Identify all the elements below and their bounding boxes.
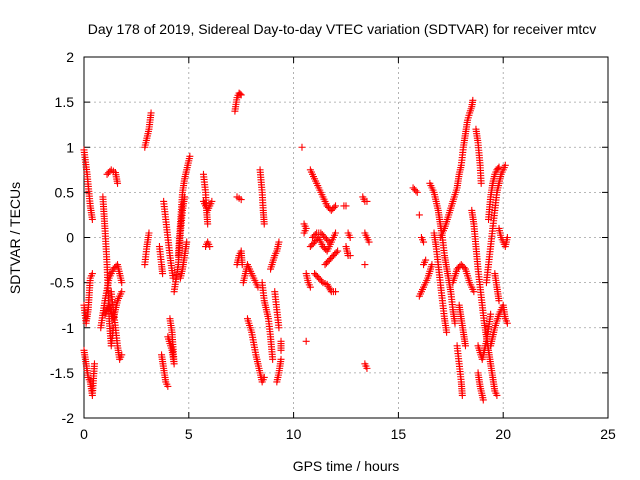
x-tick-label: 10: [286, 426, 302, 442]
data-point: [332, 249, 340, 257]
data-point: [346, 252, 354, 260]
data-point: [346, 234, 354, 241]
data-point: [277, 346, 285, 354]
data-point: [236, 90, 244, 98]
data-point: [260, 220, 268, 228]
data-point: [300, 220, 308, 228]
data-point: [118, 279, 126, 287]
data-point: [493, 391, 501, 399]
data-point: [443, 328, 451, 336]
data-point: [412, 187, 420, 195]
data-point: [451, 319, 459, 327]
data-points: [80, 89, 511, 404]
data-point: [422, 256, 430, 264]
y-tick-label: 2: [66, 49, 74, 65]
y-axis-label: SDTVAR / TECUs: [7, 182, 23, 294]
data-point: [183, 238, 191, 246]
data-point: [88, 270, 96, 278]
data-point: [324, 237, 332, 245]
data-point: [298, 143, 306, 151]
data-point: [470, 288, 478, 296]
data-point: [487, 310, 495, 318]
data-point: [458, 391, 466, 399]
data-point: [332, 202, 340, 210]
data-point: [460, 264, 468, 272]
data-point: [334, 247, 342, 255]
data-point: [495, 297, 503, 305]
data-point: [237, 91, 245, 99]
data-point: [361, 261, 369, 269]
data-point: [169, 274, 177, 282]
data-point: [260, 373, 268, 381]
chart-title: Day 178 of 2019, Sidereal Day-to-day VTE…: [88, 21, 597, 37]
data-point: [477, 179, 485, 187]
data-point: [501, 161, 509, 169]
data-point: [503, 234, 511, 241]
data-point: [208, 197, 216, 205]
y-tick-label: 1: [66, 139, 74, 155]
y-tick-label: 1.5: [55, 94, 75, 110]
y-tick-label: -1.5: [50, 365, 74, 381]
x-tick-label: 5: [185, 426, 193, 442]
data-point: [469, 96, 477, 104]
data-point: [494, 164, 502, 172]
data-point: [254, 283, 262, 291]
y-tick-label: -0.5: [50, 275, 74, 291]
x-tick-label: 25: [600, 426, 616, 442]
x-axis-label: GPS time / hours: [293, 458, 400, 474]
data-point: [147, 109, 155, 117]
data-point: [363, 364, 371, 372]
data-point: [275, 324, 283, 332]
data-point: [206, 243, 214, 251]
data-point: [164, 382, 172, 390]
data-point: [365, 238, 373, 246]
data-point: [118, 351, 126, 359]
data-point: [332, 288, 340, 296]
x-tick-label: 20: [495, 426, 511, 442]
data-point: [88, 215, 96, 223]
data-point: [479, 396, 487, 404]
data-point: [311, 230, 319, 238]
axis-ticks: 0 5 10 15 20 25 -2 -1.5 -1 -0.5 0 0.5 1 1.5 2: [50, 49, 616, 442]
data-point: [461, 342, 469, 350]
data-point: [503, 319, 511, 327]
data-point: [325, 238, 333, 246]
data-point: [428, 261, 436, 269]
x-tick-label: 0: [80, 426, 88, 442]
y-tick-label: -1: [62, 320, 75, 336]
data-point: [118, 288, 126, 296]
data-point: [332, 229, 340, 237]
data-point: [330, 203, 338, 211]
data-point: [363, 197, 371, 205]
data-point: [186, 152, 194, 160]
data-point: [306, 283, 314, 291]
data-point: [269, 355, 277, 363]
x-tick-label: 15: [391, 426, 407, 442]
data-point: [166, 315, 174, 323]
data-point: [204, 220, 212, 228]
data-point: [114, 179, 122, 187]
data-point: [302, 337, 310, 345]
y-tick-label: 0: [66, 230, 74, 246]
y-tick-label: 0.5: [55, 184, 75, 200]
data-point: [415, 211, 423, 219]
data-point: [90, 360, 98, 368]
data-point: [420, 238, 428, 246]
data-point: [275, 238, 283, 246]
data-point: [495, 163, 503, 171]
data-point: [277, 355, 285, 363]
data-point: [413, 188, 421, 196]
data-point: [237, 196, 245, 204]
y-tick-label: -2: [62, 410, 75, 426]
data-point: [145, 229, 153, 237]
data-point: [159, 270, 167, 278]
grid-lines: [84, 57, 608, 418]
data-point: [342, 202, 350, 210]
